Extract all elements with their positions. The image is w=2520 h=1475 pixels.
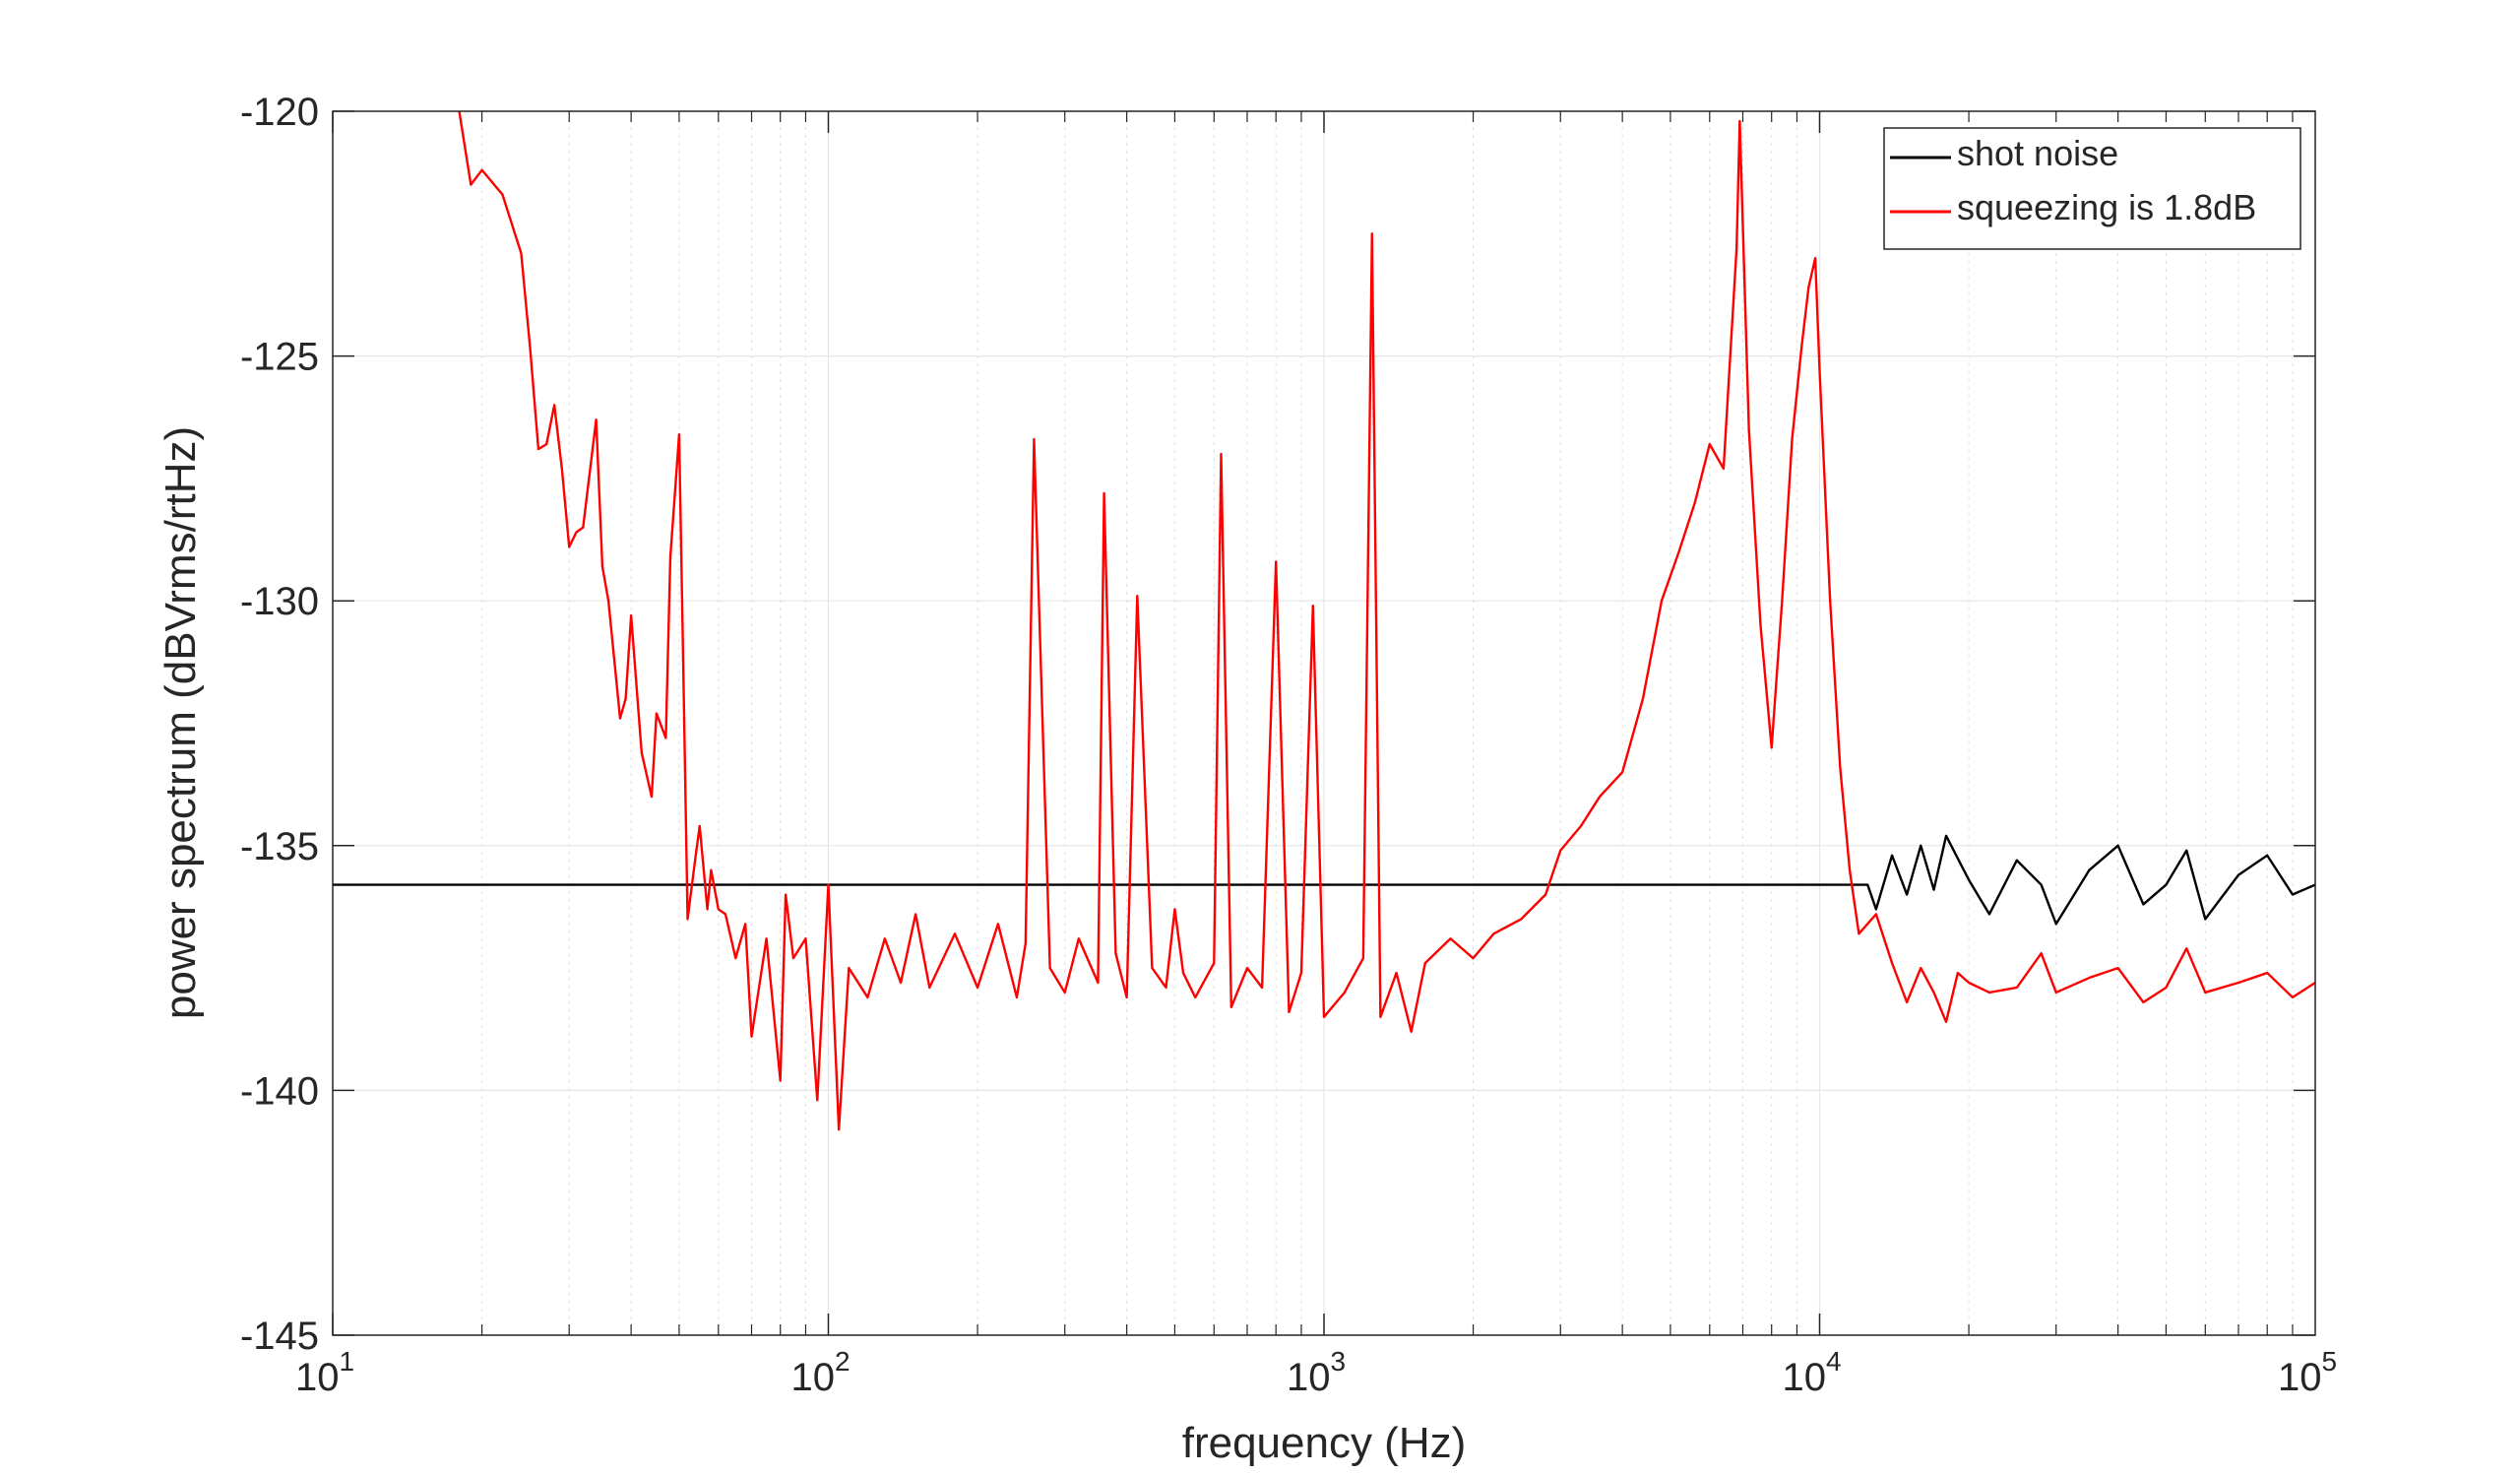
- y-tick-label: -135: [240, 825, 319, 868]
- legend-box: [1883, 127, 2301, 250]
- series-group: [333, 110, 2316, 1131]
- x-tick-label-base: 10: [1782, 1356, 1826, 1399]
- x-axis-label: frequency (Hz): [1182, 1419, 1467, 1467]
- tick-marks: [332, 110, 2315, 1336]
- x-tick-label-base: 10: [295, 1356, 340, 1399]
- x-tick-label-exponent: 3: [1330, 1346, 1346, 1377]
- x-tick-label: 101: [295, 1346, 354, 1399]
- x-tick-labels: 101 102 103 104 105: [295, 1346, 2337, 1399]
- x-tick-label-base: 10: [1287, 1356, 1331, 1399]
- series-shot-noise: [333, 834, 2316, 926]
- legend-label-squeezing: squeezing is 1.8dB: [1957, 187, 2256, 227]
- y-tick-label: -125: [240, 336, 319, 379]
- series-squeezing: [458, 110, 2316, 1131]
- y-axis-label: power spectrum (dBVrms/rtHz): [157, 426, 205, 1019]
- x-tick-label: 103: [1287, 1346, 1346, 1399]
- y-tick-label: -120: [240, 91, 319, 134]
- x-tick-label-base: 10: [790, 1356, 835, 1399]
- y-tick-label: -130: [240, 580, 319, 623]
- y-tick-label: -145: [240, 1315, 319, 1358]
- x-tick-label-exponent: 2: [835, 1346, 850, 1377]
- legend-label-shot-noise: shot noise: [1957, 133, 2118, 173]
- x-tick-label-exponent: 4: [1826, 1346, 1842, 1377]
- x-tick-label-exponent: 1: [339, 1346, 354, 1377]
- legend: shot noise squeezing is 1.8dB: [1883, 127, 2301, 250]
- y-tick-label: -140: [240, 1069, 319, 1113]
- x-tick-label: 104: [1782, 1346, 1841, 1399]
- x-tick-label: 102: [790, 1346, 850, 1399]
- axes-group: -120-125-130-135-140-145 101 102 103 104 105: [240, 91, 2337, 1399]
- x-tick-label-exponent: 5: [2321, 1346, 2337, 1377]
- x-tick-label: 105: [2278, 1346, 2337, 1399]
- y-tick-labels: -120 -125 -130 -135 -140 -145: [240, 91, 319, 1358]
- x-tick-label-base: 10: [2278, 1356, 2322, 1399]
